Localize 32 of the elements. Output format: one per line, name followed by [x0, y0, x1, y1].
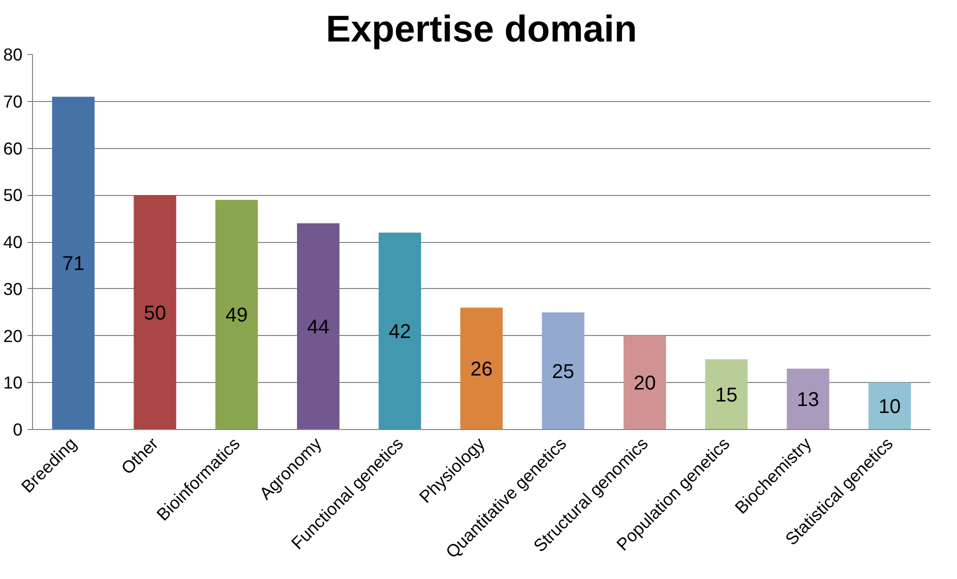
bar	[134, 195, 176, 430]
bar	[868, 382, 911, 430]
y-tick-label: 20	[3, 326, 23, 346]
data-label: 42	[388, 321, 411, 344]
data-label: 26	[470, 358, 493, 381]
data-label: 10	[878, 396, 901, 418]
data-label: 25	[552, 360, 574, 383]
data-label: 44	[307, 316, 330, 338]
y-tick-label: 30	[3, 278, 23, 299]
chart-title: Expertise domain	[326, 8, 638, 50]
data-label: 15	[715, 384, 738, 406]
y-tick-label: 80	[3, 44, 23, 64]
bar	[542, 312, 584, 430]
bar	[378, 232, 422, 430]
data-label: 71	[62, 253, 84, 276]
data-label: 50	[144, 302, 166, 324]
y-tick-label: 0	[12, 420, 23, 440]
bar	[215, 200, 258, 430]
y-tick-label: 40	[3, 232, 23, 252]
bar	[786, 368, 830, 430]
data-label: 20	[634, 372, 656, 395]
y-tick-label: 50	[3, 185, 23, 206]
bar	[52, 96, 95, 430]
data-label: 49	[225, 304, 248, 327]
y-tick-label: 70	[3, 91, 23, 112]
data-label: 13	[796, 389, 820, 412]
y-tick-label: 60	[3, 138, 23, 158]
bar	[705, 359, 748, 430]
bar	[460, 308, 503, 430]
bar	[624, 336, 666, 430]
bar	[297, 223, 340, 430]
y-tick-label: 10	[3, 372, 23, 393]
